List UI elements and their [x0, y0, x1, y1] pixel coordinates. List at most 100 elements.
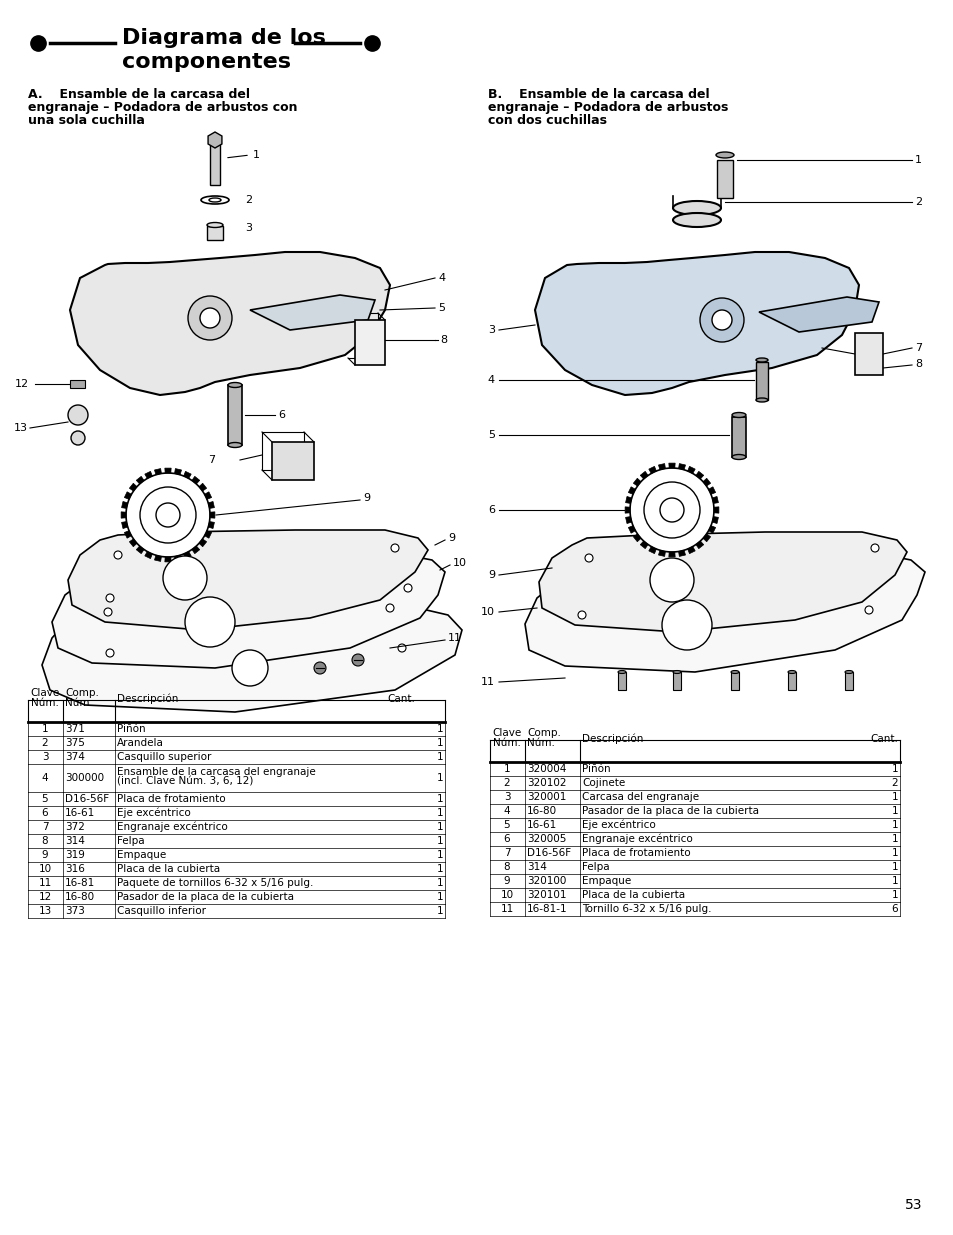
Ellipse shape	[716, 152, 733, 158]
Text: Felpa: Felpa	[581, 862, 609, 872]
Polygon shape	[678, 551, 685, 557]
Text: Diagrama de los: Diagrama de los	[122, 28, 326, 48]
Text: Piñón: Piñón	[117, 724, 146, 734]
Text: 371: 371	[65, 724, 85, 734]
Ellipse shape	[844, 671, 852, 673]
Bar	[672, 672, 680, 690]
Text: Cant.: Cant.	[869, 734, 897, 743]
Text: 3: 3	[42, 752, 49, 762]
Polygon shape	[124, 531, 132, 538]
Text: 1: 1	[436, 823, 442, 832]
Circle shape	[232, 650, 268, 685]
Text: Núm.: Núm.	[526, 739, 555, 748]
Text: Cojinete: Cojinete	[581, 778, 624, 788]
Polygon shape	[668, 463, 675, 468]
Text: Pasador de la placa de la cubierta: Pasador de la placa de la cubierta	[581, 806, 759, 816]
Text: 3: 3	[503, 792, 510, 802]
Bar	[207, 226, 223, 240]
Text: 16-61: 16-61	[526, 820, 557, 830]
Text: engranaje – Podadora de arbustos con: engranaje – Podadora de arbustos con	[28, 101, 297, 114]
Text: 3: 3	[245, 224, 252, 233]
Bar	[618, 672, 625, 690]
Text: 3: 3	[488, 325, 495, 335]
Text: 4: 4	[503, 806, 510, 816]
Bar	[210, 140, 220, 185]
Text: B.  Ensamble de la carcasa del: B. Ensamble de la carcasa del	[488, 88, 709, 101]
Text: 11: 11	[38, 878, 51, 888]
Text: 2: 2	[42, 739, 49, 748]
Text: 16-81-1: 16-81-1	[526, 904, 567, 914]
Text: 10: 10	[38, 864, 51, 874]
Text: Pasador de la placa de la cubierta: Pasador de la placa de la cubierta	[117, 892, 294, 902]
Text: 1: 1	[890, 820, 897, 830]
Text: 375: 375	[65, 739, 85, 748]
Text: 9: 9	[503, 876, 510, 885]
Circle shape	[659, 498, 683, 522]
Text: Ensamble de la carcasa del engranaje: Ensamble de la carcasa del engranaje	[117, 767, 315, 777]
Polygon shape	[524, 553, 924, 672]
Text: 7: 7	[914, 343, 922, 353]
Text: 8: 8	[439, 335, 447, 345]
Circle shape	[106, 594, 113, 601]
Bar	[355, 320, 385, 366]
Circle shape	[711, 310, 731, 330]
Ellipse shape	[209, 198, 221, 203]
Text: Empaque: Empaque	[117, 850, 166, 860]
Polygon shape	[183, 552, 191, 558]
Text: Felpa: Felpa	[117, 836, 145, 846]
Circle shape	[643, 482, 700, 538]
Text: Paquete de tornillos 6-32 x 5/16 pulg.: Paquete de tornillos 6-32 x 5/16 pulg.	[117, 878, 313, 888]
Circle shape	[126, 473, 210, 557]
Text: 9: 9	[42, 850, 49, 860]
Polygon shape	[68, 530, 428, 630]
Text: Placa de la cubierta: Placa de la cubierta	[117, 864, 220, 874]
Text: Carcasa del engranaje: Carcasa del engranaje	[581, 792, 699, 802]
Text: (incl. Clave Núm. 3, 6, 12): (incl. Clave Núm. 3, 6, 12)	[117, 777, 253, 787]
Text: 320005: 320005	[526, 834, 566, 844]
Polygon shape	[678, 463, 685, 469]
Circle shape	[629, 468, 713, 552]
Text: 316: 316	[65, 864, 85, 874]
Text: Placa de frotamiento: Placa de frotamiento	[581, 848, 690, 858]
Bar	[730, 672, 739, 690]
Text: Núm.: Núm.	[493, 739, 520, 748]
Polygon shape	[124, 492, 132, 499]
Polygon shape	[759, 296, 878, 332]
Circle shape	[649, 558, 693, 601]
Bar	[844, 672, 852, 690]
Polygon shape	[628, 487, 635, 494]
Text: D16-56F: D16-56F	[526, 848, 571, 858]
Circle shape	[314, 662, 326, 674]
Bar	[787, 672, 795, 690]
Polygon shape	[702, 534, 710, 542]
Text: 11: 11	[480, 677, 495, 687]
Polygon shape	[639, 472, 647, 479]
Polygon shape	[136, 546, 144, 553]
Polygon shape	[70, 252, 390, 395]
Polygon shape	[192, 477, 199, 484]
Circle shape	[403, 584, 412, 592]
Text: 320001: 320001	[526, 792, 566, 802]
Polygon shape	[192, 546, 199, 553]
Polygon shape	[154, 556, 161, 562]
Circle shape	[386, 604, 394, 613]
Text: 314: 314	[65, 836, 85, 846]
Text: 16-61: 16-61	[65, 808, 95, 818]
Polygon shape	[628, 526, 635, 534]
Polygon shape	[165, 468, 171, 473]
Text: componentes: componentes	[122, 52, 291, 72]
Ellipse shape	[228, 383, 242, 388]
Text: 1: 1	[436, 878, 442, 888]
Circle shape	[578, 611, 585, 619]
Bar	[228, 385, 242, 445]
Polygon shape	[199, 538, 207, 547]
Polygon shape	[145, 472, 152, 478]
Ellipse shape	[787, 671, 795, 673]
Text: 5: 5	[42, 794, 49, 804]
Polygon shape	[183, 472, 191, 478]
Text: 1: 1	[890, 862, 897, 872]
Polygon shape	[535, 252, 858, 395]
Text: 1: 1	[436, 739, 442, 748]
Text: 16-81: 16-81	[65, 878, 95, 888]
Text: 2: 2	[503, 778, 510, 788]
